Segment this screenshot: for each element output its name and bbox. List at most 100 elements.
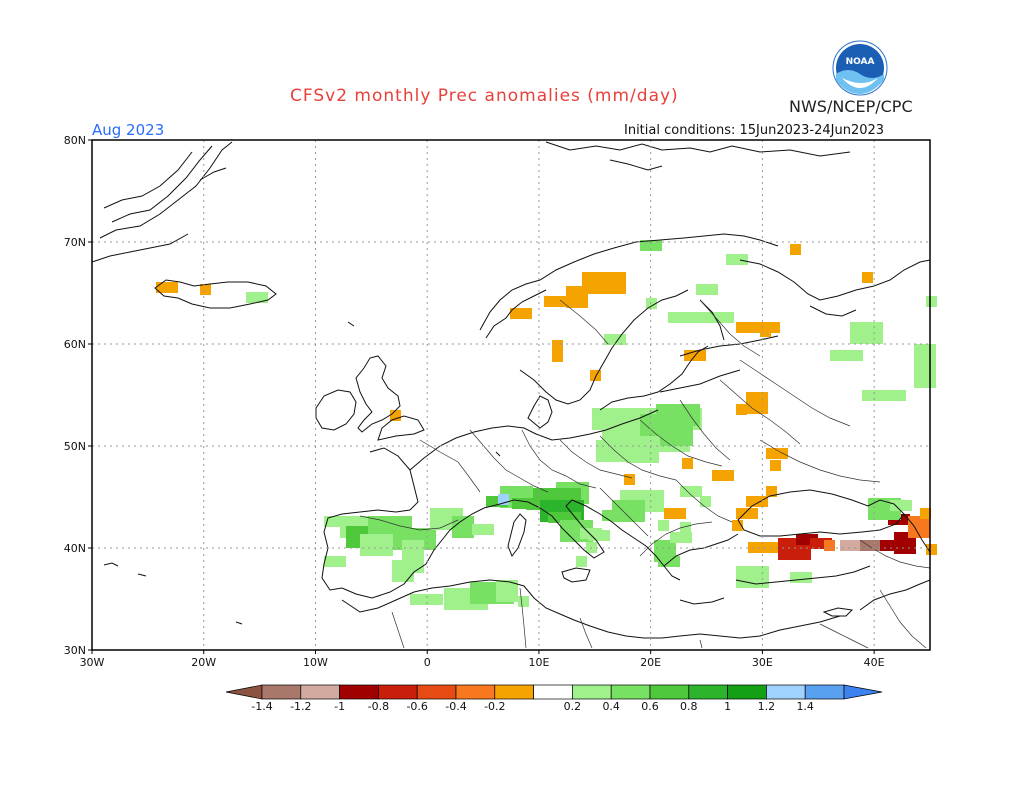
colorbar-label: -1.2	[290, 700, 311, 713]
anomaly-cell	[548, 512, 581, 523]
map-title: CFSv2 monthly Prec anomalies (mm/day)	[290, 86, 679, 106]
anomaly-cell	[766, 448, 788, 459]
anomaly-cell	[766, 486, 777, 497]
anomaly-cell	[410, 594, 443, 605]
anomaly-cell	[566, 286, 588, 308]
colorbar-label: -0.6	[406, 700, 427, 713]
anomaly-cell	[682, 458, 693, 469]
colorbar-swatch	[572, 684, 612, 700]
anomaly-cell	[602, 510, 624, 521]
anomaly-cell	[736, 508, 758, 519]
anomaly-cell	[926, 296, 937, 307]
anomaly-cell	[760, 326, 771, 337]
anomaly-cell	[658, 520, 669, 531]
lat-tick-label: 40N	[64, 542, 86, 555]
lon-tick-label: 30W	[80, 656, 105, 669]
colorbar-label: -0.4	[445, 700, 466, 713]
anomaly-cell	[510, 308, 532, 319]
anomaly-cell	[926, 544, 937, 555]
anomaly-cell	[496, 580, 518, 602]
lon-tick-label: 10E	[528, 656, 549, 669]
anomaly-cell	[624, 474, 635, 485]
lat-tick-label: 50N	[64, 440, 86, 453]
forecast-month-label: Aug 2023	[92, 121, 165, 139]
colorbar-label: -1.4	[251, 700, 272, 713]
anomaly-cell	[646, 298, 657, 309]
anomaly-cell	[732, 520, 743, 531]
anomaly-cells	[156, 240, 937, 610]
anomaly-cell	[908, 516, 930, 538]
anomaly-cell	[576, 556, 587, 567]
anomaly-cell	[850, 322, 883, 344]
lon-tick-label: 10W	[303, 656, 328, 669]
anomaly-cell	[324, 516, 346, 527]
graticule	[92, 140, 930, 650]
anomaly-cell	[472, 524, 494, 535]
anomaly-cell	[680, 522, 691, 533]
anomaly-cell	[830, 350, 863, 361]
initial-conditions-label: Initial conditions: 15Jun2023-24Jun2023	[624, 123, 885, 138]
anomaly-cell	[890, 500, 912, 511]
anomaly-cell	[498, 494, 509, 505]
anomaly-cell	[660, 424, 693, 446]
colorbar-swatch	[300, 684, 340, 700]
anomaly-cell	[324, 556, 346, 567]
anomaly-cell	[590, 370, 601, 381]
colorbar-swatch	[261, 684, 302, 700]
colorbar-swatch	[610, 684, 651, 700]
anomaly-cell	[736, 404, 747, 415]
colorbar-label: 0.2	[564, 700, 582, 713]
colorbar-swatch	[378, 684, 418, 700]
anomaly-cell	[552, 340, 563, 362]
anomaly-cell	[664, 508, 686, 519]
colorbar: -1.4 -1.2 -1 -0.8 -0.6 -0.4 -0.2 0.2 0.4 0.6 0.8 1 1…	[225, 684, 883, 713]
anomaly-cell	[246, 292, 268, 303]
anomaly-cell	[680, 486, 702, 497]
country-borders	[359, 299, 931, 649]
anomaly-cell	[914, 344, 936, 388]
anomaly-cell	[824, 540, 835, 551]
noaa-logo: NOAA	[832, 40, 888, 96]
colorbar-label: -1	[334, 700, 345, 713]
coastlines	[91, 141, 931, 639]
lat-tick-label: 30N	[64, 644, 86, 657]
anomaly-cell	[700, 496, 711, 507]
anomaly-cell	[920, 508, 931, 519]
anomaly-cell	[770, 460, 781, 471]
anomaly-cell	[360, 534, 393, 556]
anomaly-cell	[840, 540, 862, 551]
anomaly-cell	[860, 540, 882, 551]
axis-ticks: 30W 20W 10W 0 10E 20E 30E 40E 80N 70N 60N 50N 40N 30N	[64, 134, 885, 669]
colorbar-label: 0.6	[641, 700, 659, 713]
anomaly-cell	[626, 452, 659, 463]
anomaly-cell	[810, 538, 832, 549]
colorbar-swatch	[455, 684, 496, 700]
anomaly-cell	[696, 284, 718, 295]
lon-tick-label: 20W	[191, 656, 216, 669]
colorbar-swatch	[727, 684, 767, 700]
anomaly-cell	[670, 532, 692, 543]
colorbar-label: 0.4	[602, 700, 620, 713]
lon-tick-label: 0	[424, 656, 431, 669]
anomaly-cell	[790, 244, 801, 255]
anomaly-cell	[712, 470, 734, 481]
anomaly-cell	[604, 334, 626, 345]
anomaly-cell	[452, 516, 474, 538]
colorbar-label: 1	[724, 700, 731, 713]
colorbar-max-arrow	[843, 684, 883, 700]
anomaly-cell	[392, 560, 414, 582]
anomaly-cell	[746, 392, 768, 414]
anomaly-cell	[200, 284, 211, 295]
anomaly-cell	[796, 534, 818, 545]
colorbar-swatch	[339, 684, 379, 700]
agency-label: NWS/NCEP/CPC	[789, 97, 913, 116]
colorbar-label: 0.8	[680, 700, 698, 713]
anomaly-cell	[588, 530, 610, 541]
anomaly-cell	[518, 596, 529, 607]
anomaly-cell	[640, 240, 662, 251]
lon-tick-label: 20E	[640, 656, 661, 669]
anomaly-cell	[582, 272, 626, 294]
colorbar-label: 1.2	[758, 700, 776, 713]
